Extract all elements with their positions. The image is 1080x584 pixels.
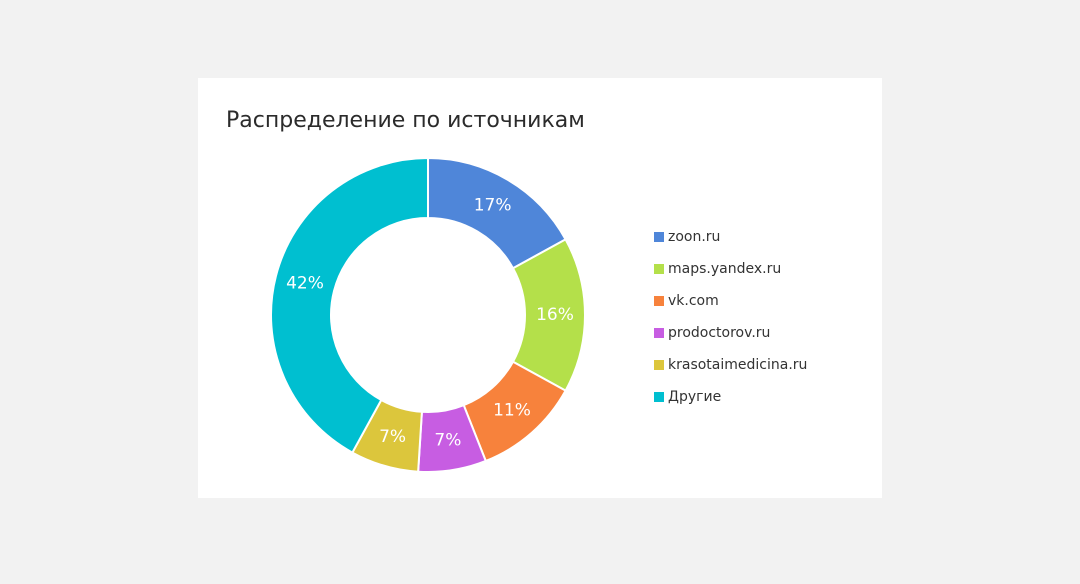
data-label: 16%: [536, 305, 574, 325]
slice: [270, 156, 429, 454]
legend-label: krasotaimedicina.ru: [668, 357, 807, 373]
legend-swatch: [654, 264, 664, 274]
legend-swatch: [654, 232, 664, 242]
legend-label: zoon.ru: [668, 229, 720, 245]
data-label: 17%: [474, 196, 512, 216]
data-label: 7%: [379, 427, 406, 447]
legend-swatch: [654, 296, 664, 306]
legend-swatch: [654, 328, 664, 338]
legend-label: maps.yandex.ru: [668, 261, 781, 277]
data-label: 42%: [286, 273, 324, 293]
chart-title: Распределение по источникам: [226, 108, 585, 133]
data-label: 11%: [493, 400, 531, 420]
legend-label: vk.com: [668, 293, 719, 309]
legend-swatch: [654, 360, 664, 370]
legend-label: Другие: [668, 389, 721, 405]
legend-swatch: [654, 392, 664, 402]
data-label: 7%: [434, 430, 461, 450]
legend-label: prodoctorov.ru: [668, 325, 770, 341]
